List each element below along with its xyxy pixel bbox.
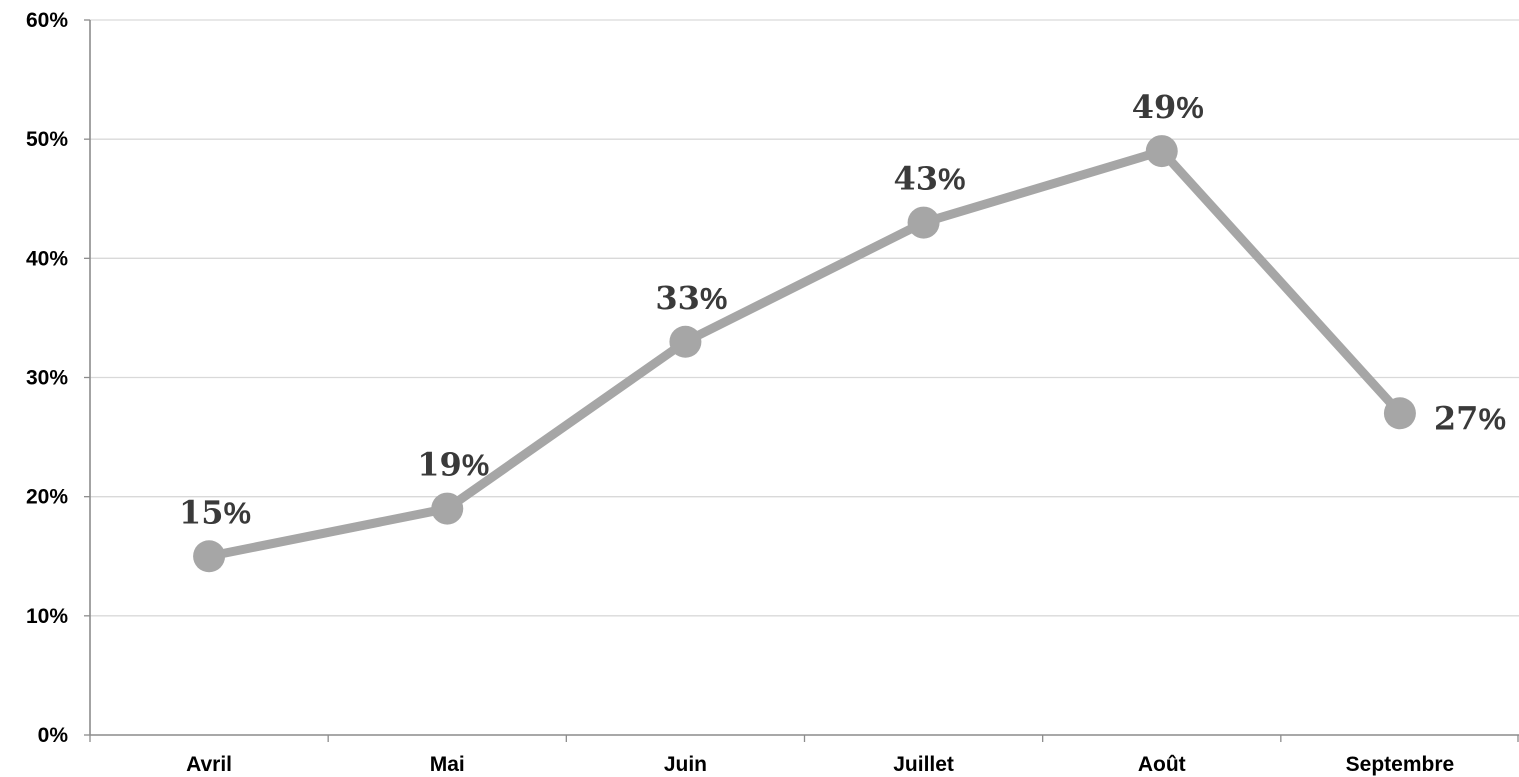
series-line-path xyxy=(204,146,1405,561)
axes: 0% 10% 20% 30% 40% 50% 60% Avril Mai Juin Juillet A… xyxy=(26,9,1519,776)
y-tick-label: 20% xyxy=(26,486,68,509)
x-tick-label: Avril xyxy=(186,753,232,776)
data-point xyxy=(193,540,226,573)
y-tick-label: 0% xyxy=(38,724,69,747)
data-label: 27% xyxy=(1434,399,1506,437)
data-point xyxy=(1145,135,1178,168)
y-tick-label: 60% xyxy=(26,9,68,32)
x-tick-label: Août xyxy=(1138,753,1186,776)
data-label: 33% xyxy=(655,279,727,317)
y-tick-label: 40% xyxy=(26,247,68,270)
data-point xyxy=(669,325,702,358)
data-label: 19% xyxy=(417,446,489,484)
y-tick-label: 50% xyxy=(26,128,68,151)
series-line xyxy=(193,135,1416,573)
data-labels: 15% 19% 33% 43% 49% 27% xyxy=(179,88,1506,531)
y-tick-label: 30% xyxy=(26,367,68,390)
x-tick-label: Mai xyxy=(430,753,465,776)
y-tick-label: 10% xyxy=(26,605,68,628)
data-point xyxy=(431,492,464,525)
data-label: 49% xyxy=(1132,88,1204,126)
data-point xyxy=(1383,397,1416,430)
data-point xyxy=(907,206,940,239)
x-tick-label: Septembre xyxy=(1346,753,1455,776)
data-label: 15% xyxy=(179,493,251,531)
gridlines xyxy=(90,19,1519,617)
data-label: 43% xyxy=(894,160,966,198)
x-tick-label: Juin xyxy=(664,753,707,776)
x-tick-label: Juillet xyxy=(893,753,954,776)
